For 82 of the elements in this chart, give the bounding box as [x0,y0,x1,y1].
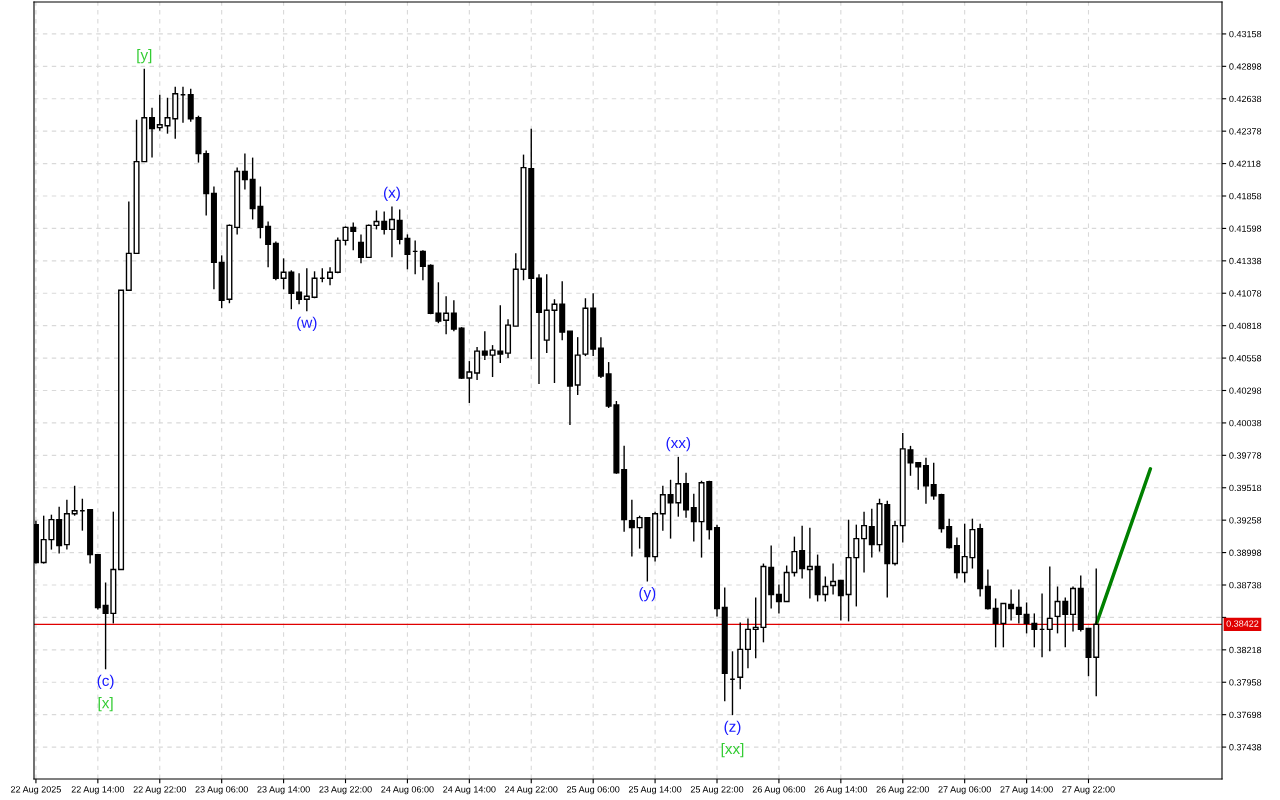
candlestick [474,346,481,381]
candlestick [303,267,310,312]
x-tick-label: 22 Aug 2025 [11,786,61,795]
candlestick [837,579,844,622]
x-tick-label: 22 Aug 22:00 [133,786,187,795]
candlestick [1046,565,1053,653]
y-tick-label: 0.39518 [1229,484,1262,492]
x-tick-label: 24 Aug 06:00 [381,786,434,795]
x-tick-label: 26 Aug 22:00 [876,786,930,795]
candlestick [311,270,318,299]
y-tick-label: 0.38218 [1229,646,1262,654]
candlestick [357,233,365,265]
y-tick-label: 0.38738 [1229,581,1262,589]
candlestick [388,205,395,259]
candlestick [861,510,868,574]
y-tick-label: 0.41598 [1229,225,1262,232]
x-tick-label: 23 Aug 22:00 [319,786,372,795]
candlestick [1015,588,1022,625]
candlestick [984,568,991,611]
candlestick [628,499,635,558]
annotation: (x) [383,186,400,201]
ref-line-label: 0.38422 [1226,620,1259,627]
annotation: [x] [98,697,113,712]
x-tick-label: 23 Aug 06:00 [195,786,248,795]
candlestick [443,295,450,335]
candlestick [481,330,488,361]
candlestick [149,107,156,159]
candlestick [922,457,929,505]
candlestick [450,299,457,332]
y-tick-label: 0.41078 [1229,290,1262,297]
candlestick [296,272,303,305]
x-tick-label: 24 Aug 22:00 [505,786,558,795]
candlestick [265,220,272,269]
x-tick-label: 27 Aug 14:00 [1000,786,1053,795]
y-tick-label: 0.40298 [1229,387,1262,394]
x-tick-label: 27 Aug 06:00 [938,786,991,795]
candlestick [1008,588,1015,622]
candlestick [71,485,78,517]
x-tick-label: 25 Aug 06:00 [567,786,620,795]
annotation: (z) [724,720,741,735]
y-tick-label: 0.37438 [1229,744,1262,751]
y-tick-label: 0.42118 [1229,160,1261,167]
x-tick-label: 25 Aug 22:00 [690,786,744,795]
annotation: (c) [97,674,114,690]
annotation: (xx) [666,437,691,452]
x-tick-label: 23 Aug 14:00 [257,786,310,795]
candlestick [806,526,813,600]
x-tick-label: 26 Aug 14:00 [814,786,868,795]
y-tick-label: 0.42638 [1229,95,1262,103]
x-tick-label: 25 Aug 14:00 [628,786,682,795]
candlestick [799,524,806,580]
candlestick [690,493,697,543]
y-tick-label: 0.43158 [1229,30,1262,38]
y-tick-label: 0.42898 [1229,63,1262,70]
candlestick [868,508,875,559]
y-tick-label: 0.37958 [1229,679,1262,686]
candlestick [830,562,837,596]
y-tick-label: 0.40558 [1229,355,1262,362]
candlestick [241,152,248,191]
x-tick-label: 24 Aug 14:00 [443,786,496,795]
y-tick-label: 0.41338 [1229,257,1262,265]
annotation: (w) [297,316,317,331]
candlestick [659,485,666,532]
y-tick-label: 0.40818 [1229,322,1262,330]
y-tick-label: 0.41858 [1229,192,1262,200]
annotation: [xx] [721,742,744,758]
y-tick-label: 0.37698 [1229,711,1262,719]
annotation: [y] [137,49,152,64]
y-tick-label: 0.40038 [1229,419,1262,427]
y-tick-label: 0.38998 [1229,549,1262,556]
x-tick-label: 22 Aug 14:00 [71,786,125,795]
x-tick-label: 26 Aug 06:00 [752,786,806,795]
annotation: (y) [639,587,656,602]
y-tick-label: 0.39778 [1229,452,1262,459]
y-tick-label: 0.42378 [1229,128,1262,135]
x-tick-label: 27 Aug 22:00 [1062,786,1115,795]
candlestick [419,249,426,281]
candlestick [946,517,953,550]
y-tick-label: 0.39258 [1229,517,1262,524]
candlestick [381,210,388,236]
candlestick [775,583,782,615]
candlestick [744,617,751,669]
